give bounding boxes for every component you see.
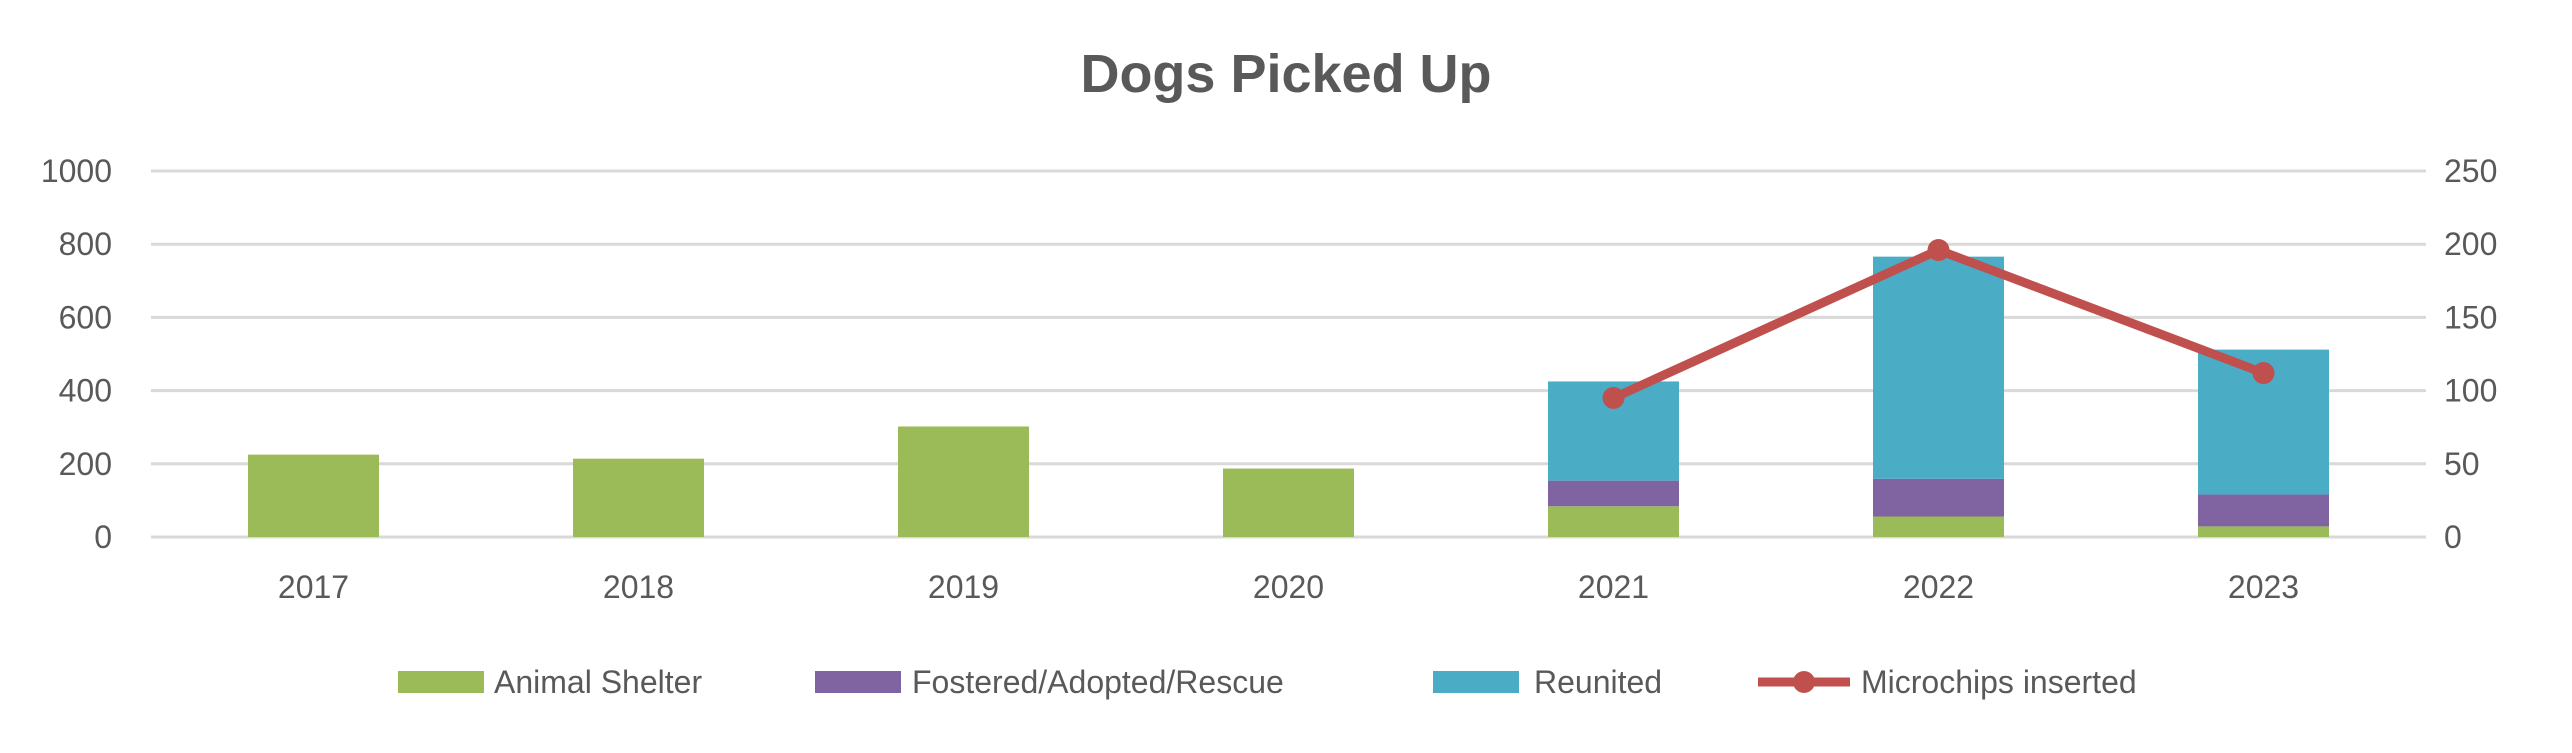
y-axis-left: 0 200 400 600 800 1000 xyxy=(41,153,112,555)
bars xyxy=(248,256,2329,537)
y-left-tick-label: 800 xyxy=(59,226,112,262)
y-axis-right: 0 50 100 150 200 250 xyxy=(2444,153,2497,555)
bar-animal-shelter-2022 xyxy=(1873,516,2004,537)
y-right-tick-label: 0 xyxy=(2444,519,2462,555)
bar-animal-shelter-2023 xyxy=(2198,526,2329,537)
bar-animal-shelter-2017 xyxy=(248,454,379,537)
x-tick-label: 2023 xyxy=(2228,569,2299,605)
y-right-tick-label: 200 xyxy=(2444,226,2497,262)
x-tick-label: 2019 xyxy=(928,569,999,605)
chart-title: Dogs Picked Up xyxy=(1080,44,1491,104)
line-series xyxy=(1602,239,2275,409)
y-left-tick-label: 0 xyxy=(94,519,112,555)
bar-animal-shelter-2020 xyxy=(1223,468,1354,537)
legend-swatch xyxy=(1433,671,1519,693)
legend-swatch xyxy=(398,671,484,693)
legend: Animal Shelter Fostered/Adopted/Rescue Reu… xyxy=(398,664,2137,700)
legend-label: Fostered/Adopted/Rescue xyxy=(912,664,1284,700)
bar-reunited-2022 xyxy=(1873,256,2004,479)
gridlines xyxy=(151,169,2426,539)
x-tick-label: 2017 xyxy=(278,569,349,605)
line-marker xyxy=(1602,386,1625,409)
legend-label: Animal Shelter xyxy=(494,664,702,700)
y-right-tick-label: 50 xyxy=(2444,446,2480,482)
legend-label: Microchips inserted xyxy=(1861,664,2137,700)
y-left-tick-label: 200 xyxy=(59,446,112,482)
bar-animal-shelter-2019 xyxy=(898,426,1029,537)
bar-animal-shelter-2021 xyxy=(1548,506,1679,537)
y-right-tick-label: 100 xyxy=(2444,373,2497,409)
y-left-tick-label: 1000 xyxy=(41,153,112,189)
bar-animal-shelter-2018 xyxy=(573,458,704,537)
x-axis: 2017 2018 2019 2020 2021 2022 2023 xyxy=(278,569,2299,605)
legend-label: Reunited xyxy=(1534,664,1662,700)
y-left-tick-label: 400 xyxy=(59,373,112,409)
x-tick-label: 2020 xyxy=(1253,569,1324,605)
y-right-tick-label: 150 xyxy=(2444,299,2497,335)
line-marker xyxy=(2252,362,2275,385)
bar-fostered-adopted-rescue-2022 xyxy=(1873,478,2004,517)
y-right-tick-label: 250 xyxy=(2444,153,2497,189)
line-marker xyxy=(1927,239,1950,262)
legend-swatch xyxy=(815,671,901,693)
legend-marker xyxy=(1793,671,1815,693)
x-tick-label: 2021 xyxy=(1578,569,1649,605)
bar-fostered-adopted-rescue-2023 xyxy=(2198,494,2329,527)
y-left-tick-label: 600 xyxy=(59,299,112,335)
x-tick-label: 2022 xyxy=(1903,569,1974,605)
x-tick-label: 2018 xyxy=(603,569,674,605)
bar-fostered-adopted-rescue-2021 xyxy=(1548,480,1679,507)
